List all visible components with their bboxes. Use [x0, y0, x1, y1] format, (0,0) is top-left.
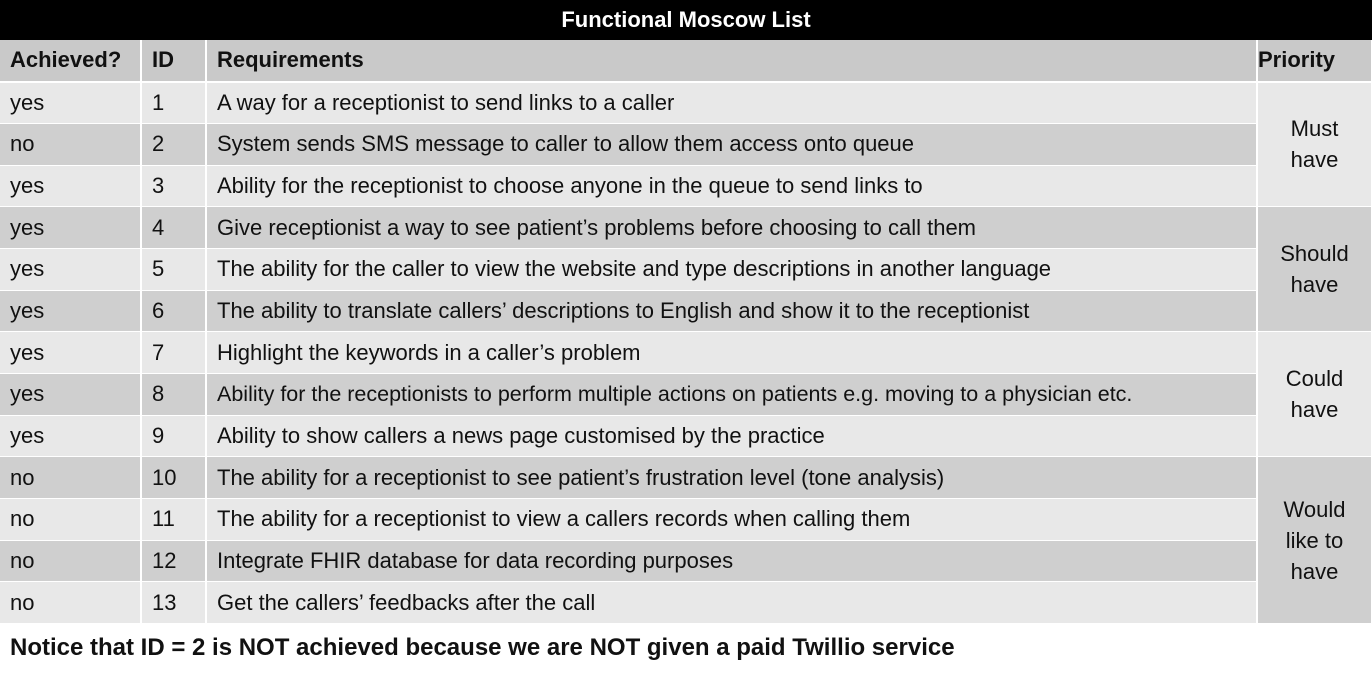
achieved-cell: yes: [0, 206, 142, 249]
table-row: no 11 The ability for a receptionist to …: [0, 498, 1372, 541]
priority-line: like to: [1285, 527, 1344, 553]
id-cell: 4: [141, 206, 207, 249]
table-row: yes 5 The ability for the caller to view…: [0, 248, 1372, 291]
priority-line: have: [1290, 397, 1339, 423]
footnote: Notice that ID = 2 is NOT achieved becau…: [10, 634, 955, 661]
id-cell: 2: [141, 123, 207, 166]
achieved-cell: yes: [0, 415, 142, 458]
table-row: no 2 System sends SMS message to caller …: [0, 123, 1372, 166]
id-cell: 9: [141, 415, 207, 458]
requirement-cell: Ability to show callers a news page cust…: [206, 415, 1258, 458]
achieved-cell: yes: [0, 81, 142, 124]
table-row: no 10 The ability for a receptionist to …: [0, 456, 1372, 625]
priority-line: Could: [1285, 366, 1344, 392]
table-row: yes 3 Ability for the receptionist to ch…: [0, 165, 1372, 208]
priority-line: have: [1290, 558, 1339, 584]
id-cell: 7: [141, 331, 207, 374]
table-row: yes 1 A way for a receptionist to send l…: [0, 81, 1372, 208]
priority-line: Must: [1290, 116, 1339, 142]
achieved-cell: no: [0, 498, 142, 541]
priority-line: have: [1290, 147, 1339, 173]
achieved-cell: yes: [0, 165, 142, 208]
requirement-cell: The ability for a receptionist to see pa…: [206, 456, 1258, 500]
table-row: yes 8 Ability for the receptionists to p…: [0, 373, 1372, 416]
id-cell: 3: [141, 165, 207, 208]
table-title: Functional Moscow List: [0, 0, 1372, 40]
id-cell: 6: [141, 290, 207, 333]
achieved-cell: no: [0, 456, 142, 500]
header-achieved: Achieved?: [0, 40, 142, 83]
table-row: no 13 Get the callers’ feedbacks after t…: [0, 581, 1372, 625]
achieved-cell: yes: [0, 331, 142, 374]
requirement-cell: Give receptionist a way to see patient’s…: [206, 206, 1258, 249]
requirement-cell: The ability for a receptionist to view a…: [206, 498, 1258, 541]
table-row: yes 7 Highlight the keywords in a caller…: [0, 331, 1372, 458]
requirement-cell: The ability to translate callers’ descri…: [206, 290, 1258, 333]
requirement-cell: The ability for the caller to view the w…: [206, 248, 1258, 291]
header-requirements: Requirements: [206, 40, 1258, 83]
requirement-cell: A way for a receptionist to send links t…: [206, 81, 1258, 124]
header-id: ID: [141, 40, 207, 83]
priority-line: Should: [1280, 241, 1349, 267]
table-row: no 12 Integrate FHIR database for data r…: [0, 540, 1372, 583]
achieved-cell: no: [0, 540, 142, 583]
priority-could-have: Could have: [1257, 331, 1372, 458]
id-cell: 10: [141, 456, 207, 500]
header-row: Achieved? ID Requirements Priority: [0, 40, 1372, 83]
priority-must-have: Must have: [1257, 81, 1372, 208]
achieved-cell: no: [0, 581, 142, 625]
requirement-cell: Highlight the keywords in a caller’s pro…: [206, 331, 1258, 374]
priority-line: have: [1290, 272, 1339, 298]
table-row: yes 6 The ability to translate callers’ …: [0, 290, 1372, 333]
id-cell: 13: [141, 581, 207, 625]
id-cell: 11: [141, 498, 207, 541]
requirement-cell: Ability for the receptionist to choose a…: [206, 165, 1258, 208]
id-cell: 12: [141, 540, 207, 583]
moscow-table: Achieved? ID Requirements Priority yes 1…: [0, 40, 1372, 625]
requirement-cell: Ability for the receptionists to perform…: [206, 373, 1258, 416]
table-row: yes 9 Ability to show callers a news pag…: [0, 415, 1372, 458]
achieved-cell: yes: [0, 373, 142, 416]
priority-should-have: Should have: [1257, 206, 1372, 333]
header-priority: Priority: [1257, 40, 1372, 83]
requirement-cell: Integrate FHIR database for data recordi…: [206, 540, 1258, 583]
priority-line: Would: [1283, 496, 1346, 522]
id-cell: 5: [141, 248, 207, 291]
priority-would-like-to-have: Would like to have: [1257, 456, 1372, 625]
id-cell: 1: [141, 81, 207, 124]
id-cell: 8: [141, 373, 207, 416]
requirement-cell: System sends SMS message to caller to al…: [206, 123, 1258, 166]
achieved-cell: yes: [0, 248, 142, 291]
table-row: yes 4 Give receptionist a way to see pat…: [0, 206, 1372, 333]
achieved-cell: no: [0, 123, 142, 166]
requirement-cell: Get the callers’ feedbacks after the cal…: [206, 581, 1258, 625]
achieved-cell: yes: [0, 290, 142, 333]
